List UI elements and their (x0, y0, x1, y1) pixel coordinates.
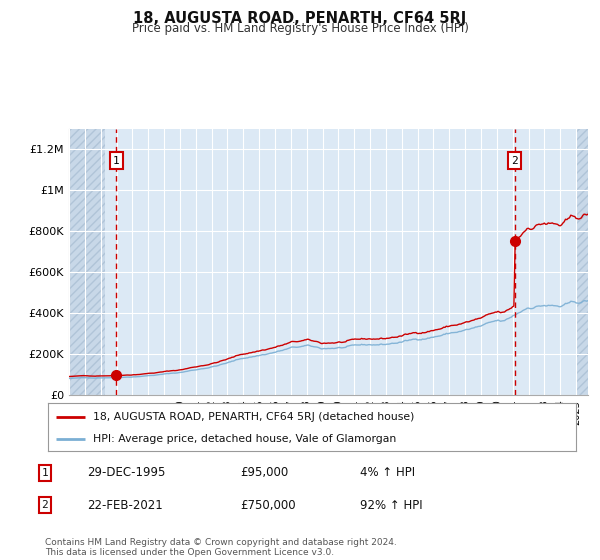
Text: 22-FEB-2021: 22-FEB-2021 (87, 498, 163, 512)
Text: 2: 2 (511, 156, 518, 166)
Text: 2: 2 (41, 500, 49, 510)
Text: 29-DEC-1995: 29-DEC-1995 (87, 466, 166, 479)
Text: 18, AUGUSTA ROAD, PENARTH, CF64 5RJ (detached house): 18, AUGUSTA ROAD, PENARTH, CF64 5RJ (det… (93, 412, 414, 422)
Text: 1: 1 (113, 156, 120, 166)
Text: 4% ↑ HPI: 4% ↑ HPI (360, 466, 415, 479)
Text: HPI: Average price, detached house, Vale of Glamorgan: HPI: Average price, detached house, Vale… (93, 434, 396, 444)
Bar (576, 129, 588, 395)
Text: 92% ↑ HPI: 92% ↑ HPI (360, 498, 422, 512)
Text: £750,000: £750,000 (240, 498, 296, 512)
Bar (69, 129, 104, 395)
Text: 1: 1 (41, 468, 49, 478)
Text: £95,000: £95,000 (240, 466, 288, 479)
Text: Price paid vs. HM Land Registry's House Price Index (HPI): Price paid vs. HM Land Registry's House … (131, 22, 469, 35)
Text: 18, AUGUSTA ROAD, PENARTH, CF64 5RJ: 18, AUGUSTA ROAD, PENARTH, CF64 5RJ (133, 11, 467, 26)
Text: Contains HM Land Registry data © Crown copyright and database right 2024.
This d: Contains HM Land Registry data © Crown c… (45, 538, 397, 557)
